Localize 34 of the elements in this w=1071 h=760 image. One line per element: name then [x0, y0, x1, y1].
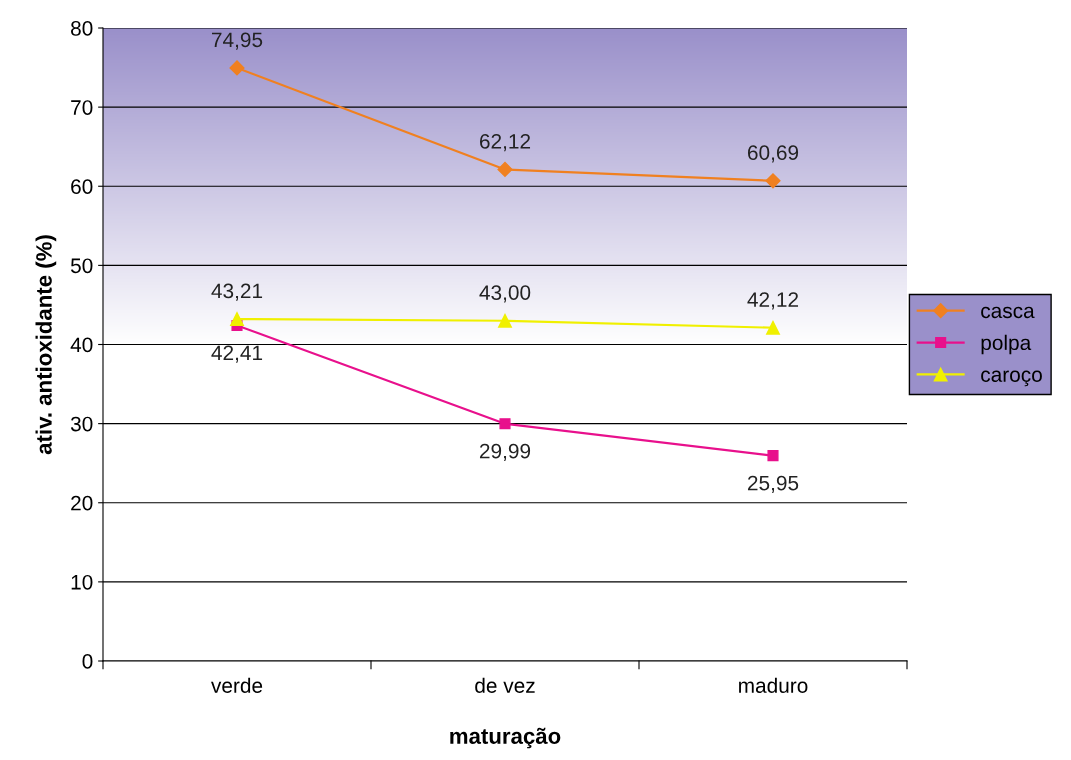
- y-tick-label: 40: [70, 337, 93, 353]
- y-tick-label: 80: [71, 21, 93, 36]
- x-tick-label: verde: [211, 677, 263, 693]
- y-tick-label: 70: [71, 100, 93, 115]
- legend-label: casca: [981, 306, 1035, 319]
- point: [767, 450, 779, 462]
- data-label: 60,69: [747, 145, 799, 163]
- data-label: 43,00: [479, 285, 531, 303]
- y-tick-label: 30: [70, 416, 93, 432]
- y-tick-label: 60: [71, 179, 93, 194]
- x-tick-label: maduro: [739, 677, 808, 693]
- point: [498, 313, 512, 328]
- data-label: 42,12: [747, 292, 799, 310]
- data-label: 43,21: [211, 283, 263, 301]
- point: [497, 161, 513, 178]
- data-label: 29,99: [479, 443, 531, 461]
- legend-label: polpa: [981, 334, 1032, 355]
- y-tick-label: 0: [82, 654, 93, 669]
- y-tick-label: 50: [70, 258, 93, 274]
- point: [766, 320, 780, 335]
- point: [499, 418, 511, 430]
- data-label: 62,12: [479, 133, 531, 152]
- point: [765, 173, 781, 189]
- y-tick-label: 10: [71, 574, 93, 590]
- point: [230, 312, 244, 327]
- data-label: 74,95: [212, 32, 263, 50]
- x-tick-label: de vez: [475, 677, 535, 693]
- legend-label: caroço: [981, 370, 1042, 387]
- y-axis-title: ativ. antioxidante (%): [35, 235, 57, 455]
- y-tick-label: 20: [71, 495, 93, 511]
- point: [229, 60, 245, 76]
- x-axis-title: maturação: [450, 727, 561, 749]
- data-label: 25,95: [747, 475, 799, 493]
- data-label: 42,41: [211, 345, 263, 363]
